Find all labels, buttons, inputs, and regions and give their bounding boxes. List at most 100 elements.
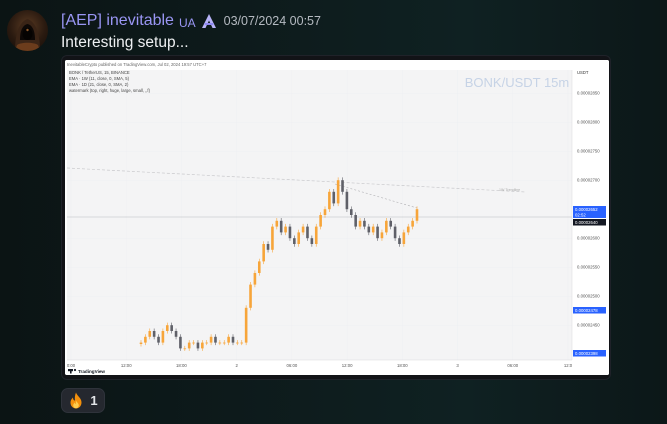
username[interactable]: [AEP] inevitable <box>61 12 174 29</box>
candle-body <box>297 232 301 244</box>
current-price-badge <box>573 206 606 218</box>
candle-body <box>170 325 173 331</box>
y-tick-label: 0.00002750 <box>577 149 600 154</box>
candle-body <box>411 220 414 227</box>
legend-ema-1d: EMA · 1D (21, close, 0, SMA, 2) <box>69 82 129 87</box>
publisher-line: InevitableCrypto published on TradingVie… <box>67 62 207 67</box>
tradingview-chart[interactable]: InevitableCrypto published on TradingVie… <box>65 60 609 375</box>
candle-body <box>402 232 406 244</box>
candle-body <box>139 342 143 345</box>
candle-body <box>222 342 226 344</box>
candle-body <box>266 244 270 250</box>
candle-body <box>187 342 191 349</box>
legend-watermark: watermark (top, right, huge, large, smal… <box>69 88 151 93</box>
x-tick-label: 18:00 <box>176 363 187 368</box>
low-marker-badge <box>573 307 606 314</box>
candle-body <box>249 284 252 308</box>
x-tick-label: 18:00 <box>397 363 408 368</box>
message-timestamp: 03/07/2024 00:57 <box>223 14 321 28</box>
candle-body <box>336 180 340 204</box>
message-header: [AEP] inevitable UA 03/07/2024 00:57 <box>61 11 321 31</box>
price-line-value: 0.00002640 <box>575 220 598 225</box>
price-axis-currency: USDT <box>577 70 589 75</box>
y-tick-label: 0.00002600 <box>577 236 600 241</box>
candle-body <box>345 191 349 210</box>
image-attachment[interactable]: InevitableCrypto published on TradingVie… <box>61 55 611 380</box>
candle-body <box>406 226 410 233</box>
y-tick-label: 0.00002850 <box>577 91 600 96</box>
low-marker-value: 0.00002478 <box>575 308 598 313</box>
candle-body <box>271 226 274 250</box>
x-tick-label: 12:00 <box>121 363 132 368</box>
x-tick-label: 06:00 <box>287 363 298 368</box>
x-tick-label: 3 <box>456 363 459 368</box>
candle-body <box>174 331 178 337</box>
legend-ema-1w: EMA · 1W (11, close, 0, SMA, 5) <box>69 76 130 81</box>
server-tag[interactable]: UA <box>178 15 196 30</box>
candle-body <box>257 261 261 273</box>
candle-body <box>376 226 379 239</box>
candle-body <box>385 220 388 233</box>
tradingview-logo-icon <box>68 368 77 374</box>
candle-body <box>157 336 160 343</box>
candle-body <box>240 342 244 344</box>
candle-body <box>244 307 248 343</box>
candle-body <box>284 226 287 233</box>
x-tick-label: 0:00 <box>67 363 76 368</box>
trendline-label: 1W Trendline <box>499 188 520 192</box>
candle-body <box>393 226 397 239</box>
candle-body <box>341 180 344 192</box>
price-line-badge <box>573 219 606 226</box>
current-price: 0.00002652 <box>575 207 598 212</box>
fire-emoji-icon <box>70 392 82 409</box>
price-axis: 0.00002850 0.00002800 0.00002750 0.00002700… <box>577 91 600 328</box>
candle-body <box>218 342 222 344</box>
candle-body <box>236 342 239 344</box>
tradingview-brand: TradingView <box>78 369 105 374</box>
candle-body <box>358 220 362 227</box>
reaction-count: 1 <box>90 393 98 408</box>
candle-body <box>201 342 204 349</box>
symbol-watermark: BONK/USDT 15m <box>465 75 570 90</box>
candle-body <box>214 336 217 343</box>
candle-body <box>152 331 156 337</box>
x-tick-label: 12:00 <box>342 363 353 368</box>
legend-symbol: BONK / TetherUS, 15, BINANCE <box>69 70 130 75</box>
bottom-price-badge <box>573 350 606 357</box>
candle-body <box>314 226 318 244</box>
candle-body <box>363 220 366 227</box>
x-tick-label: 2 <box>235 363 238 368</box>
y-tick-label: 0.00002800 <box>577 120 600 125</box>
candle-body <box>179 336 182 349</box>
candle-body <box>389 220 393 227</box>
y-tick-label: 0.00002500 <box>577 294 600 299</box>
candlestick-series <box>139 177 419 351</box>
candle-body <box>196 342 200 349</box>
candle-body <box>209 336 213 343</box>
candle-body <box>332 191 336 204</box>
candle-body <box>144 336 147 343</box>
candle-body <box>275 220 279 227</box>
candle-body <box>205 342 209 344</box>
user-avatar[interactable] <box>7 10 48 51</box>
candle-body <box>398 238 401 244</box>
candle-body <box>328 191 331 210</box>
y-tick-label: 0.00002550 <box>577 265 600 270</box>
candle-body <box>288 226 292 239</box>
candle-body <box>349 209 353 215</box>
candle-body <box>415 209 419 221</box>
candle-body <box>367 226 371 233</box>
bottom-price-value: 0.00002398 <box>575 351 598 356</box>
y-tick-label: 0.00002450 <box>577 323 600 328</box>
candle-body <box>380 232 384 239</box>
candle-body <box>161 331 165 343</box>
candle-body <box>319 215 322 227</box>
chart-grid <box>67 70 572 360</box>
reaction-fire[interactable]: 1 <box>61 388 105 413</box>
candle-body <box>306 226 309 239</box>
message-text: Interesting setup... <box>61 34 189 51</box>
candle-body <box>231 336 235 343</box>
candle-body <box>301 226 305 233</box>
candle-body <box>227 336 230 343</box>
candle-body <box>323 209 327 215</box>
